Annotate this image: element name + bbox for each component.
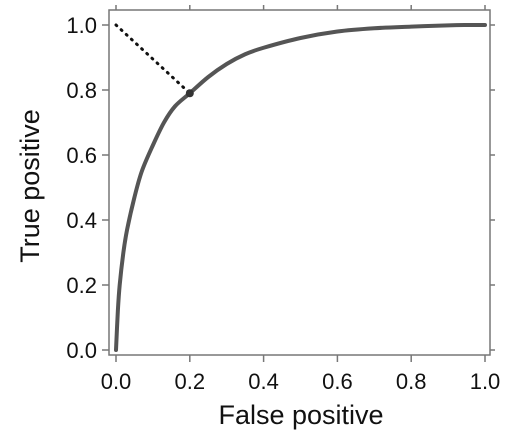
series-layer [114,22,487,352]
y-tick-label: 0.0 [66,338,97,363]
dotted-distance-line [114,23,192,95]
y-tick-label: 0.6 [66,143,97,168]
labels-layer: False positive True positive [15,109,384,430]
roc-curve [114,22,487,352]
ticks-layer: 0.0 0.2 0.4 0.6 0.8 1.0 0.0 0.2 0.4 0.6 0.8 1.0 [66,5,500,394]
y-axis-label: True positive [15,109,45,263]
x-tick-label: 0.6 [322,369,353,394]
x-tick-label: 0.0 [101,369,132,394]
x-tick-label: 0.2 [175,369,206,394]
x-tick-label: 0.4 [248,369,279,394]
operating-point-marker [185,89,194,98]
x-axis-label: False positive [218,400,383,430]
y-tick-label: 1.0 [66,13,97,38]
plot-frame [108,9,491,356]
y-tick-label: 0.8 [66,78,97,103]
y-tick-label: 0.4 [66,208,97,233]
x-tick-label: 0.8 [396,369,427,394]
y-tick-label: 0.2 [66,273,97,298]
x-tick-label: 1.0 [470,369,501,394]
